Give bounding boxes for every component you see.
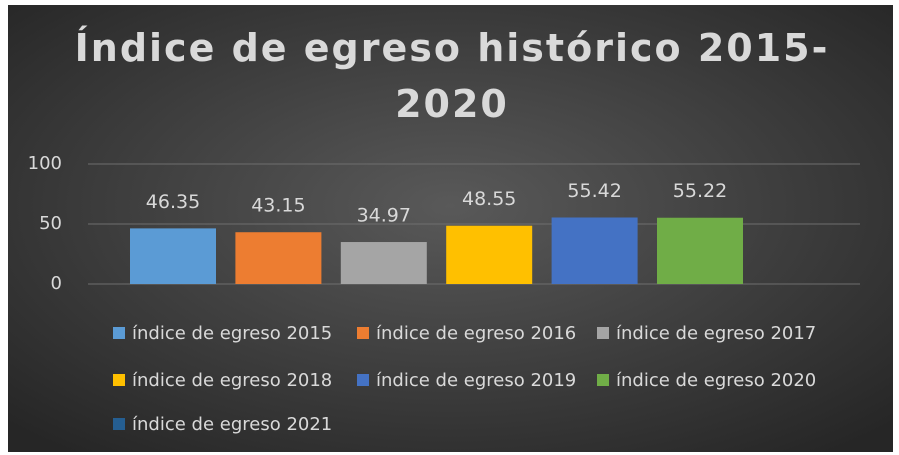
value-label: 55.22: [673, 180, 727, 202]
bar: [130, 228, 216, 284]
bar: [551, 217, 638, 284]
legend-label: índice de egreso 2021: [132, 414, 332, 435]
bar: [235, 232, 322, 284]
value-label: 48.55: [462, 188, 516, 210]
value-label: 46.35: [146, 191, 200, 213]
legend-swatch: [113, 374, 125, 386]
title-line: 2020: [395, 82, 509, 126]
value-label: 55.42: [567, 180, 621, 202]
y-tick-label: 50: [39, 213, 62, 234]
title-line: Índice de egreso histórico 2015-: [75, 26, 830, 70]
legend-label: índice de egreso 2020: [616, 370, 816, 391]
bar: [340, 242, 427, 284]
legend-swatch: [597, 327, 609, 339]
legend-swatch: [113, 327, 125, 339]
value-label: 34.97: [357, 205, 411, 227]
y-tick-label: 0: [51, 273, 62, 294]
legend-label: índice de egreso 2016: [376, 323, 576, 344]
legend-label: índice de egreso 2017: [616, 323, 816, 344]
legend-swatch: [357, 327, 369, 339]
legend-swatch: [357, 374, 369, 386]
legend-swatch: [597, 374, 609, 386]
chart-title: Índice de egreso histórico 2015- 2020: [75, 26, 830, 126]
legend-label: índice de egreso 2019: [376, 370, 576, 391]
legend-swatch: [113, 418, 125, 430]
legend-label: índice de egreso 2015: [132, 323, 332, 344]
legend-label: índice de egreso 2018: [132, 370, 332, 391]
bar: [657, 217, 743, 284]
bar: [446, 225, 533, 284]
y-tick-label: 100: [28, 153, 62, 174]
value-label: 43.15: [251, 195, 305, 217]
